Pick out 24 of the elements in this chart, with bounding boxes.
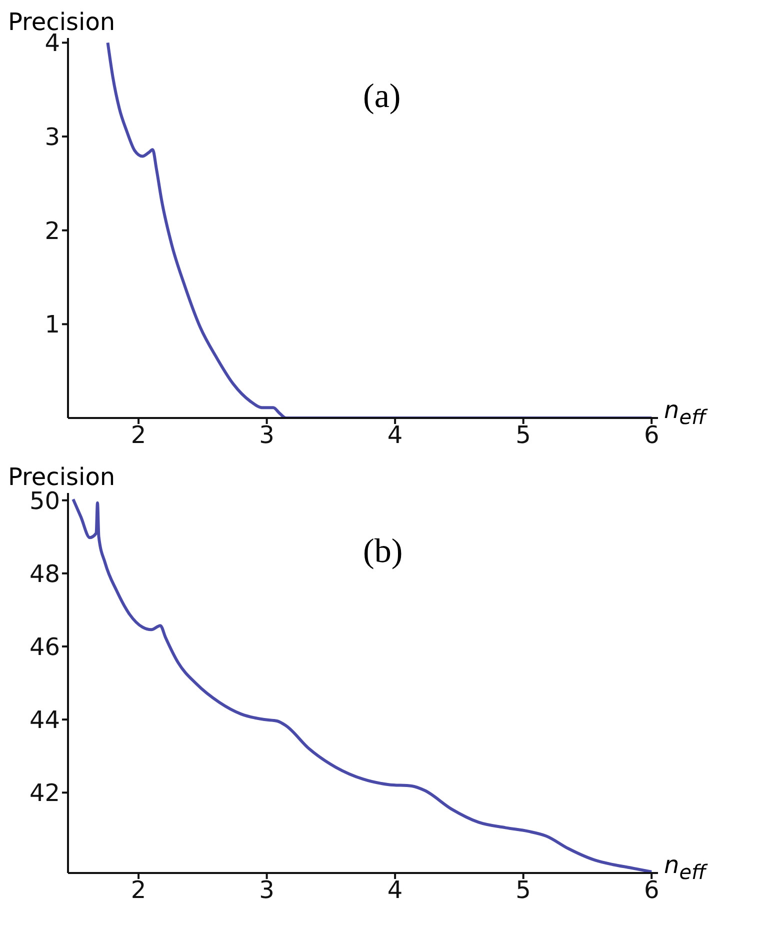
y-tick-label: 1 (44, 310, 60, 339)
annotation: (a) (363, 78, 401, 116)
y-tick-label: 46 (29, 632, 60, 661)
line-series (106, 41, 654, 418)
x-tick-label: 3 (259, 876, 274, 904)
y-tick-label: 44 (29, 706, 60, 734)
x-tick-label: 6 (644, 421, 660, 450)
y-tick-label: 4 (44, 29, 60, 58)
x-tick-label: 2 (130, 876, 146, 904)
y-tick-label: 3 (44, 123, 60, 152)
x-tick-label: 4 (387, 876, 403, 904)
x-axis-title: n$_{eff}$ (664, 396, 706, 429)
x-tick-label: 3 (259, 421, 274, 450)
annotation: (b) (363, 533, 403, 571)
line-series (72, 498, 654, 873)
x-tick-label: 6 (644, 876, 660, 904)
y-tick-label: 42 (29, 779, 60, 808)
y-tick-label: 48 (29, 560, 60, 588)
y-tick-label: 2 (44, 216, 60, 245)
x-tick-label: 2 (130, 421, 146, 450)
x-axis-title: n$_{eff}$ (664, 851, 706, 884)
x-tick-label: 4 (387, 421, 403, 450)
x-tick-label: 5 (516, 421, 531, 450)
x-tick-label: 5 (516, 876, 531, 904)
